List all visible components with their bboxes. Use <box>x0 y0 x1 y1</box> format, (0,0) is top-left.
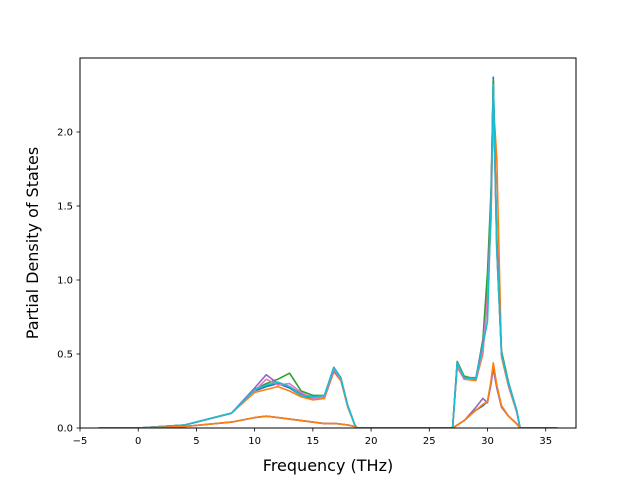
x-tick-label: 20 <box>365 436 378 447</box>
y-tick-label: 1.0 <box>57 276 73 287</box>
x-axis: −5 0 5 10 15 20 25 30 35 <box>73 428 552 447</box>
y-axis: 0.0 0.5 1.0 1.5 2.0 <box>57 128 80 435</box>
series-layer <box>98 76 558 428</box>
x-tick-label: 15 <box>306 436 319 447</box>
x-tick-label: 30 <box>481 436 494 447</box>
y-tick-label: 0.0 <box>57 424 73 435</box>
y-tick-label: 2.0 <box>57 128 73 139</box>
x-tick-label: 10 <box>248 436 261 447</box>
x-tick-label: 35 <box>539 436 552 447</box>
y-axis-label: Partial Density of States <box>23 147 42 339</box>
x-axis-label: Frequency (THz) <box>263 456 393 475</box>
x-tick-label: 25 <box>423 436 436 447</box>
plot-frame <box>79 57 577 429</box>
y-tick-label: 0.5 <box>57 350 73 361</box>
x-tick-label: 5 <box>193 436 199 447</box>
x-tick-label: 0 <box>135 436 141 447</box>
series-line-9 <box>98 362 558 428</box>
x-tick-label: −5 <box>73 436 88 447</box>
y-tick-label: 1.5 <box>57 202 73 213</box>
